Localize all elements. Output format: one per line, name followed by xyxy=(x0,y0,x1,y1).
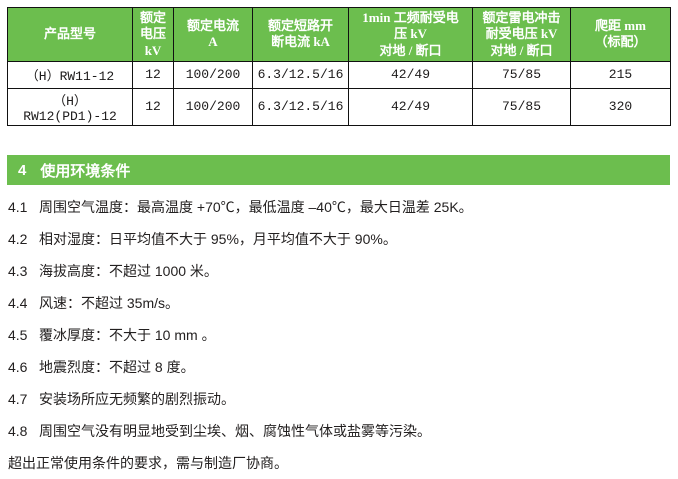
cell-power-freq: 42/49 xyxy=(348,87,473,126)
cell-creepage: 215 xyxy=(570,60,671,89)
cell-model: （H）RW11-12 xyxy=(7,60,133,89)
condition-number: 4.8 xyxy=(8,423,28,439)
cell-model: （H）RW12(PD1)-12 xyxy=(7,87,133,126)
closing-note: 超出正常使用条件的要求，需与制造厂协商。 xyxy=(8,455,288,471)
header-product-model: 产品型号 xyxy=(7,7,133,62)
header-lightning-impulse: 额定雷电冲击 耐受电压 kV 对地 / 断口 xyxy=(472,7,571,62)
cell-power-freq: 42/49 xyxy=(348,60,473,89)
conditions-list: 4.1 周围空气温度：最高温度 +70℃，最低温度 –40℃，最大日温差 25K… xyxy=(8,199,670,472)
cell-current: 100/200 xyxy=(173,87,253,126)
condition-number: 4.5 xyxy=(8,327,28,343)
cell-creepage: 320 xyxy=(570,87,671,126)
header-creepage: 爬距 mm （标配） xyxy=(570,7,671,62)
cell-lightning: 75/85 xyxy=(472,60,571,89)
header-rated-current: 额定电流 A xyxy=(173,7,253,62)
cell-lightning: 75/85 xyxy=(472,87,571,126)
header-rated-voltage: 额定 电压 kV xyxy=(132,7,174,62)
condition-item-4-5: 4.5 覆冰厚度：不大于 10 mm 。 xyxy=(8,327,670,344)
section-number: 4 xyxy=(18,161,27,179)
condition-number: 4.3 xyxy=(8,263,28,279)
condition-number: 4.1 xyxy=(8,199,28,215)
cell-breaking-current: 6.3/12.5/16 xyxy=(252,87,349,126)
product-spec-table: 产品型号 额定 电压 kV 额定电流 A 额定短路开 断电流 kA 1min 工… xyxy=(7,7,671,126)
condition-item-4-8: 4.8 周围空气没有明显地受到尘埃、烟、腐蚀性气体或盐雾等污染。 xyxy=(8,423,670,440)
condition-text: 风速：不超过 35m/s。 xyxy=(39,295,180,311)
condition-text: 相对湿度：日平均值不大于 95%，月平均值不大于 90%。 xyxy=(39,231,397,247)
condition-item-4-4: 4.4 风速：不超过 35m/s。 xyxy=(8,295,670,312)
condition-item-4-2: 4.2 相对湿度：日平均值不大于 95%，月平均值不大于 90%。 xyxy=(8,231,670,248)
condition-text: 安装场所应无频繁的剧烈振动。 xyxy=(39,391,235,407)
cell-voltage: 12 xyxy=(132,87,174,126)
section-header-usage-conditions: 4 使用环境条件 xyxy=(7,155,670,185)
cell-breaking-current: 6.3/12.5/16 xyxy=(252,60,349,89)
header-power-freq-withstand: 1min 工频耐受电 压 kV 对地 / 断口 xyxy=(348,7,473,62)
table-header-row: 产品型号 额定 电压 kV 额定电流 A 额定短路开 断电流 kA 1min 工… xyxy=(7,7,671,62)
condition-text: 海拔高度：不超过 1000 米。 xyxy=(39,263,218,279)
condition-text: 地震烈度：不超过 8 度。 xyxy=(39,359,195,375)
header-breaking-current: 额定短路开 断电流 kA xyxy=(252,7,349,62)
condition-item-4-6: 4.6 地震烈度：不超过 8 度。 xyxy=(8,359,670,376)
condition-item-4-1: 4.1 周围空气温度：最高温度 +70℃，最低温度 –40℃，最大日温差 25K… xyxy=(8,199,670,216)
table-row: （H）RW12(PD1)-12 12 100/200 6.3/12.5/16 4… xyxy=(7,87,671,126)
cell-current: 100/200 xyxy=(173,60,253,89)
condition-text: 周围空气温度：最高温度 +70℃，最低温度 –40℃，最大日温差 25K。 xyxy=(39,199,473,215)
condition-number: 4.6 xyxy=(8,359,28,375)
table-row: （H）RW11-12 12 100/200 6.3/12.5/16 42/49 … xyxy=(7,60,671,89)
condition-text: 覆冰厚度：不大于 10 mm 。 xyxy=(39,327,216,343)
condition-number: 4.7 xyxy=(8,391,28,407)
section-title: 使用环境条件 xyxy=(40,162,131,180)
condition-number: 4.2 xyxy=(8,231,28,247)
cell-voltage: 12 xyxy=(132,60,174,89)
condition-item-4-7: 4.7 安装场所应无频繁的剧烈振动。 xyxy=(8,391,670,408)
condition-number: 4.4 xyxy=(8,295,28,311)
condition-item-4-3: 4.3 海拔高度：不超过 1000 米。 xyxy=(8,263,670,280)
condition-text: 周围空气没有明显地受到尘埃、烟、腐蚀性气体或盐雾等污染。 xyxy=(39,423,431,439)
